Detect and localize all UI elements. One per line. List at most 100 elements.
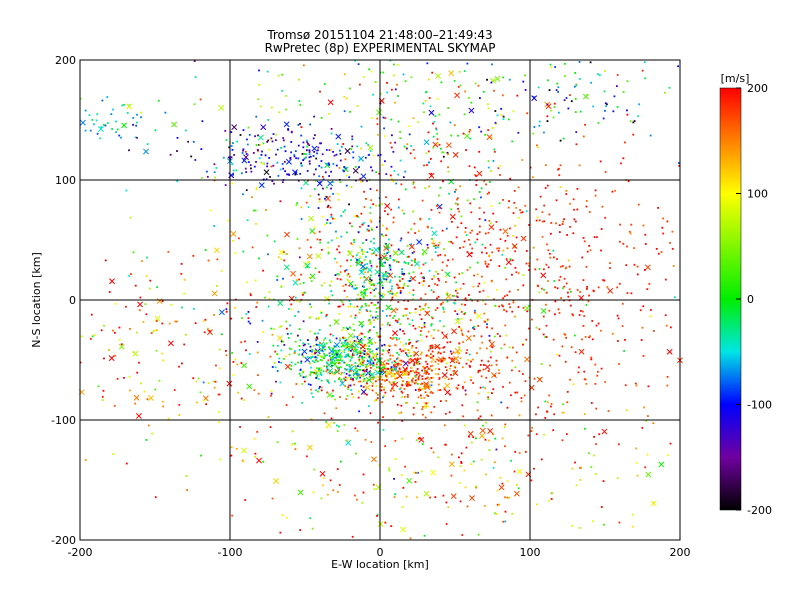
scatter-point	[588, 336, 591, 339]
scatter-point	[226, 302, 229, 305]
scatter-point	[357, 390, 360, 393]
scatter-point	[430, 447, 433, 450]
scatter-point	[494, 121, 497, 124]
scatter-point	[616, 106, 619, 108]
scatter-point	[345, 97, 348, 100]
scatter-point	[464, 90, 466, 93]
scatter-point	[424, 372, 427, 375]
scatter-point	[199, 391, 202, 394]
scatter-point	[298, 100, 301, 102]
scatter-point	[89, 129, 92, 132]
scatter-point	[369, 291, 372, 294]
scatter-point	[471, 247, 474, 250]
scatter-point	[424, 367, 426, 369]
scatter-point	[256, 430, 259, 433]
scatter-point	[448, 356, 451, 359]
scatter-point	[355, 254, 358, 257]
scatter-point	[417, 372, 420, 374]
scatter-point	[361, 357, 364, 360]
scatter-point	[283, 358, 285, 360]
scatter-point-x	[327, 99, 334, 106]
scatter-point	[388, 324, 391, 327]
scatter-point	[307, 343, 310, 345]
scatter-point	[371, 169, 374, 172]
scatter-point	[362, 297, 365, 299]
scatter-point	[356, 305, 359, 308]
scatter-point	[395, 182, 398, 185]
scatter-point	[302, 141, 305, 144]
scatter-point	[429, 365, 432, 368]
scatter-point	[387, 351, 390, 354]
scatter-point	[417, 230, 420, 232]
scatter-point	[578, 526, 581, 529]
scatter-point	[426, 365, 428, 368]
scatter-point	[531, 318, 533, 321]
scatter-point	[530, 430, 533, 432]
scatter-point	[325, 162, 328, 165]
scatter-point	[593, 454, 595, 457]
scatter-point	[388, 344, 390, 347]
scatter-point-x	[348, 365, 355, 372]
scatter-point	[325, 314, 328, 316]
scatter-point	[464, 393, 467, 396]
scatter-point	[185, 475, 188, 477]
scatter-point	[259, 143, 262, 146]
scatter-point	[334, 345, 337, 348]
scatter-point	[145, 275, 148, 278]
scatter-point	[136, 121, 138, 124]
scatter-point	[343, 377, 345, 380]
scatter-point	[368, 280, 371, 283]
scatter-point	[89, 337, 92, 340]
scatter-point	[273, 328, 275, 330]
scatter-point	[272, 164, 275, 167]
scatter-point	[486, 78, 488, 81]
scatter-point	[430, 323, 433, 325]
scatter-point	[349, 328, 352, 331]
scatter-point	[477, 325, 480, 327]
scatter-point	[646, 288, 649, 291]
scatter-point	[399, 137, 402, 140]
scatter-point	[362, 242, 364, 244]
scatter-point	[594, 194, 597, 197]
scatter-point-x	[392, 330, 398, 337]
scatter-point	[480, 458, 483, 461]
scatter-point	[84, 109, 87, 112]
scatter-point	[490, 170, 492, 172]
scatter-point	[294, 296, 297, 299]
scatter-point	[544, 336, 547, 338]
scatter-point	[418, 362, 421, 365]
scatter-point	[368, 153, 371, 156]
scatter-point	[603, 90, 606, 93]
scatter-point	[492, 433, 495, 436]
scatter-point	[468, 130, 471, 133]
scatter-point	[297, 310, 300, 313]
scatter-point	[480, 196, 482, 199]
scatter-point	[480, 130, 483, 133]
scatter-point	[528, 262, 531, 265]
scatter-point	[515, 236, 518, 239]
scatter-point	[421, 375, 424, 378]
scatter-point	[348, 284, 351, 287]
scatter-point	[352, 352, 355, 355]
scatter-point	[462, 132, 465, 135]
scatter-point	[348, 368, 351, 371]
scatter-point	[411, 366, 413, 369]
scatter-point	[547, 280, 549, 282]
scatter-point-x	[536, 376, 543, 383]
scatter-point	[363, 76, 365, 78]
scatter-point	[558, 224, 561, 227]
scatter-point	[308, 149, 311, 152]
scatter-point	[629, 120, 632, 123]
scatter-point	[478, 218, 481, 220]
scatter-point	[677, 65, 679, 68]
scatter-point	[363, 190, 366, 193]
scatter-point	[373, 289, 375, 292]
scatter-point-x	[135, 413, 142, 419]
scatter-point	[432, 240, 435, 242]
scatter-point	[306, 170, 309, 172]
scatter-point	[471, 358, 474, 361]
scatter-point	[544, 303, 547, 306]
scatter-point	[427, 395, 430, 397]
scatter-point	[483, 312, 486, 315]
scatter-point	[445, 399, 448, 402]
